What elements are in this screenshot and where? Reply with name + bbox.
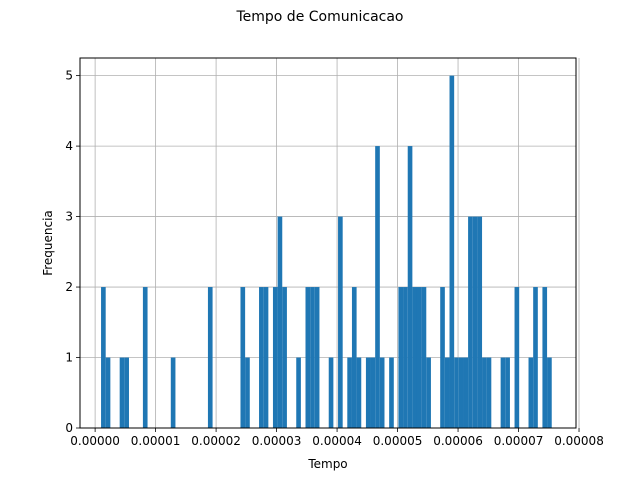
histogram-bar xyxy=(314,287,320,428)
histogram-bar xyxy=(277,216,283,428)
histogram-bar xyxy=(472,216,478,428)
y-tick-label: 5 xyxy=(65,69,73,83)
plot-frame xyxy=(79,57,577,429)
x-tick-label: 0.00007 xyxy=(494,434,544,448)
histogram-bar xyxy=(407,146,413,428)
x-axis-ticks: 0.00000 0.00001 0.00002 0.00003 0.00004 0.000… xyxy=(70,428,604,448)
histogram-bar xyxy=(356,357,362,428)
histogram-bar xyxy=(207,287,213,428)
histogram-bar xyxy=(477,216,483,428)
histogram-bar xyxy=(426,357,431,428)
x-tick-label: 0.00002 xyxy=(191,434,241,448)
histogram-bar xyxy=(328,357,334,428)
histogram-bar xyxy=(398,287,404,428)
x-tick-label: 0.00008 xyxy=(554,434,604,448)
y-tick-label: 2 xyxy=(65,280,73,294)
y-tick-label: 3 xyxy=(65,210,73,224)
y-axis-label: Frequencia xyxy=(41,210,55,276)
histogram-bar xyxy=(500,357,506,428)
histogram-bar xyxy=(245,357,250,428)
histogram-bar xyxy=(528,357,534,428)
histogram-bar xyxy=(142,287,148,428)
histogram-bar xyxy=(124,357,129,428)
x-tick-label: 0.00004 xyxy=(312,434,362,448)
histogram-bar xyxy=(351,287,357,428)
x-tick-label: 0.00005 xyxy=(373,434,423,448)
histogram-bar xyxy=(421,287,427,428)
x-axis-label: Tempo xyxy=(307,457,347,471)
histogram-bar xyxy=(444,357,450,428)
histogram-bar xyxy=(240,287,246,428)
histogram-bar xyxy=(101,287,106,428)
histogram-bar xyxy=(310,287,315,428)
y-tick-label: 4 xyxy=(65,139,73,153)
histogram-bar xyxy=(412,287,418,428)
x-tick-label: 0.00001 xyxy=(131,434,181,448)
histogram-bar xyxy=(542,287,548,428)
x-tick-label: 0.00003 xyxy=(252,434,302,448)
histogram-bar xyxy=(514,287,520,428)
histogram-bar xyxy=(259,287,264,428)
histogram-bar xyxy=(389,357,394,428)
histogram-bar xyxy=(272,287,278,428)
histogram-bar xyxy=(365,357,371,428)
histogram-bar xyxy=(533,287,538,428)
chart-title: Tempo de Comunicacao xyxy=(235,9,403,25)
histogram-bar xyxy=(338,216,343,428)
histogram-bar xyxy=(370,357,376,428)
histogram-bar xyxy=(482,357,487,428)
histogram-bar xyxy=(403,287,408,428)
histogram-bar xyxy=(305,287,311,428)
histogram-bar xyxy=(440,287,445,428)
x-tick-label: 0.00000 xyxy=(70,434,120,448)
histogram-bar xyxy=(170,357,176,428)
histogram-bar xyxy=(458,357,464,428)
histogram-bar xyxy=(379,357,385,428)
histogram-bar xyxy=(454,357,459,428)
histogram-bar xyxy=(296,357,301,428)
histogram-bar xyxy=(505,357,510,428)
histogram-bar xyxy=(463,357,469,428)
histogram-bar xyxy=(263,287,269,428)
histogram-bar xyxy=(468,216,473,428)
x-tick-label: 0.00006 xyxy=(433,434,483,448)
histogram-bar xyxy=(347,357,352,428)
y-tick-label: 1 xyxy=(65,351,73,365)
histogram-bar xyxy=(486,357,492,428)
histogram-bar xyxy=(416,287,422,428)
y-tick-label: 0 xyxy=(65,421,73,435)
histogram-bar xyxy=(119,357,125,428)
histogram-bar xyxy=(449,75,455,428)
histogram-bar xyxy=(282,287,287,428)
histogram-bar xyxy=(105,357,111,428)
histogram-bars xyxy=(101,75,552,428)
histogram-bar xyxy=(547,357,552,428)
y-axis-ticks: 0 1 2 3 4 5 xyxy=(65,69,80,435)
histogram-bar xyxy=(375,146,380,428)
